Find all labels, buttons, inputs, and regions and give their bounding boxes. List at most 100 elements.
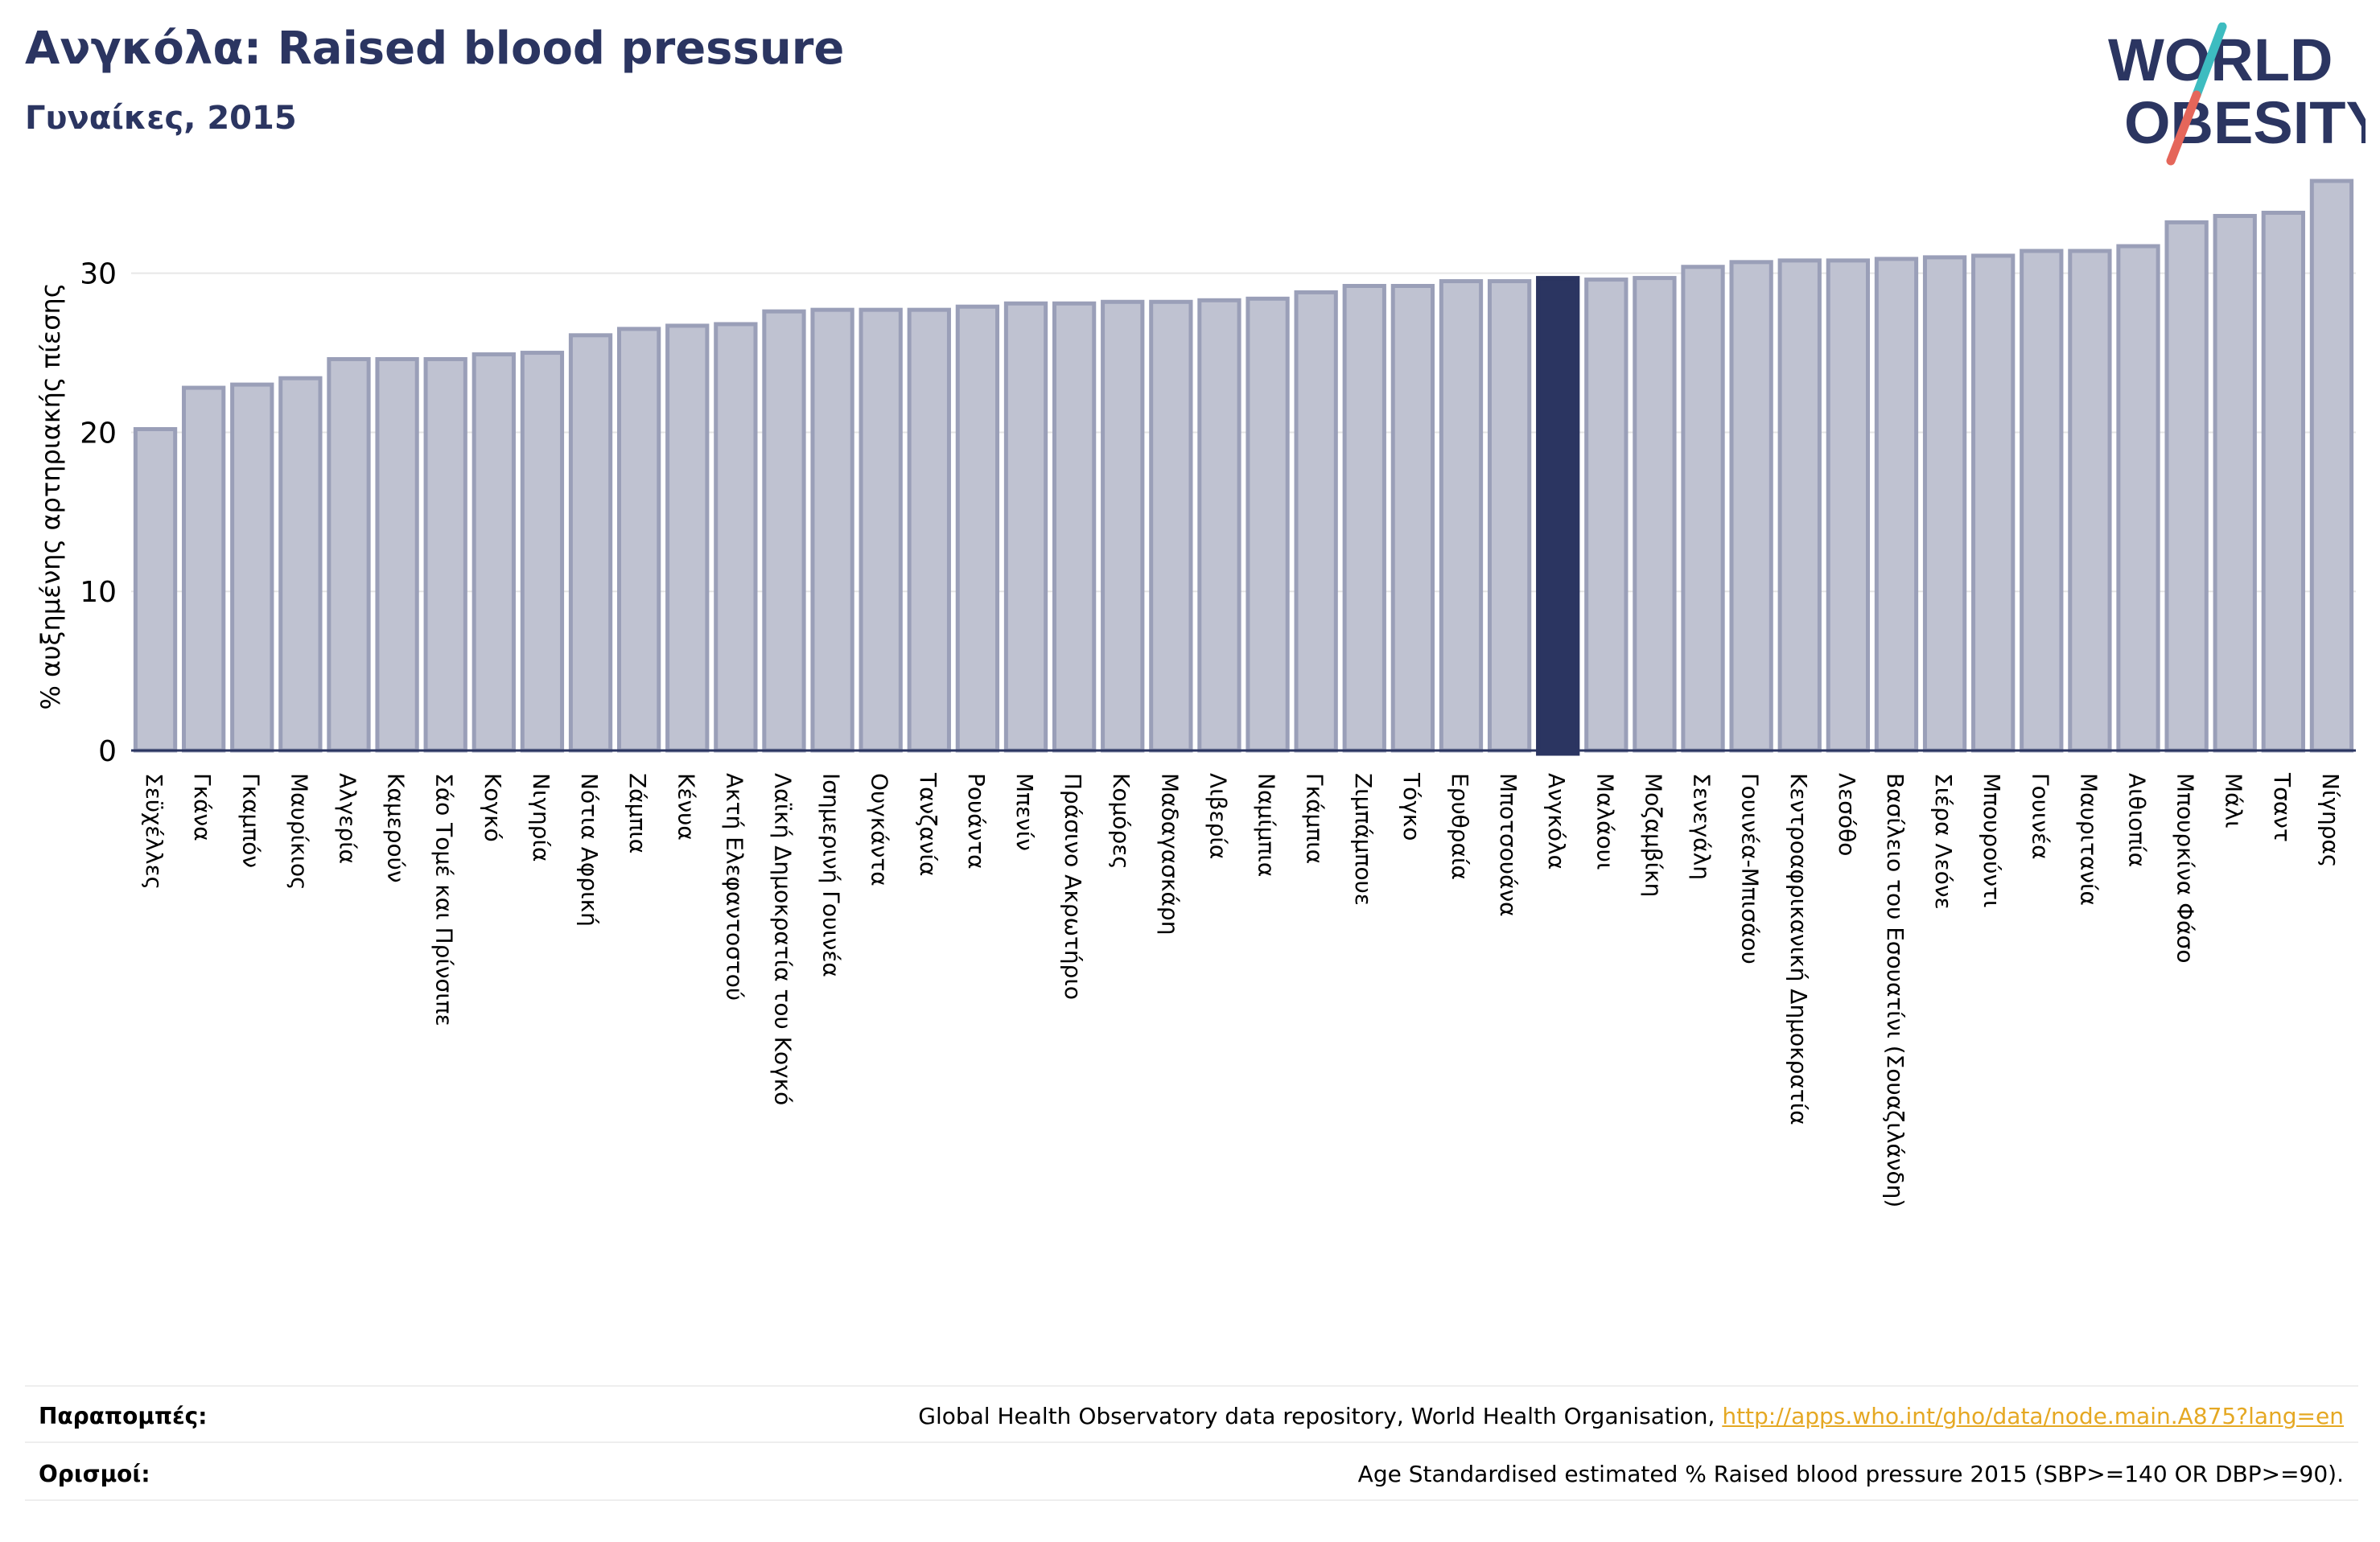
x-tick-label: Κογκό — [480, 773, 506, 842]
footer-divider-bottom — [25, 1499, 2358, 1501]
x-tick-label: Νίγηρας — [2317, 773, 2344, 867]
bar — [2164, 220, 2209, 753]
x-tick-label: Καμερούν — [383, 773, 410, 883]
references-link[interactable]: http://apps.who.int/gho/data/node.main.A… — [1722, 1403, 2344, 1429]
x-tick-label: Μαυρίκιος — [286, 773, 312, 890]
footer-divider-top — [25, 1385, 2358, 1387]
x-tick-label: Ζιμπάμπουε — [1350, 773, 1377, 906]
x-tick-label: Τσαντ — [2269, 772, 2296, 842]
x-tick-label: Αλγερία — [334, 773, 360, 864]
bar — [520, 351, 565, 753]
x-tick-label: Μαλάουι — [1591, 773, 1618, 870]
x-tick-label: Γκάνα — [189, 773, 216, 841]
x-tick-label: Κεντροαφρικανική Δημοκρατία — [1785, 773, 1812, 1125]
x-tick-label: Κομόρες — [1108, 773, 1134, 870]
references-label: Παραπομπές: — [39, 1403, 208, 1429]
y-tick-label: 30 — [80, 258, 117, 291]
y-tick-label: 10 — [80, 576, 117, 609]
bar — [1633, 276, 1677, 753]
bar — [230, 382, 274, 753]
bar — [568, 333, 613, 753]
x-tick-label: Μπουρκίνα Φάσο — [2172, 773, 2199, 963]
x-tick-label: Ουγκάντα — [867, 773, 893, 886]
x-tick-label: Μπενίν — [1011, 773, 1038, 851]
bar — [762, 309, 806, 753]
bar — [1777, 258, 1822, 753]
bar — [1003, 301, 1048, 753]
bar — [1826, 258, 1871, 753]
bar — [1052, 301, 1097, 753]
definitions-text: Age Standardised estimated % Raised bloo… — [1357, 1461, 2344, 1487]
x-tick-label: Ναμίμπια — [1254, 773, 1280, 877]
x-tick-label: Ακτή Ελεφαντοστού — [721, 773, 747, 1001]
bar — [1390, 283, 1435, 753]
y-tick-label: 20 — [80, 417, 117, 450]
bar — [859, 307, 903, 753]
bar — [1487, 279, 1532, 753]
bar — [423, 356, 467, 753]
bar — [616, 327, 661, 753]
x-tick-label: Νότια Αφρική — [576, 773, 603, 927]
x-tick-label: Νιγηρία — [528, 773, 554, 861]
chart-title: Ανγκόλα: Raised blood pressure — [25, 23, 845, 75]
x-tick-label: Μποτσουάνα — [1495, 773, 1521, 917]
x-tick-label: Γουινέα — [2027, 773, 2053, 860]
x-tick-label: Σεϋχέλλες — [141, 773, 167, 890]
x-tick-label: Σάο Τομέ και Πρίνσιπε — [431, 773, 458, 1026]
bar — [375, 356, 419, 753]
references-text: Global Health Observatory data repositor… — [918, 1403, 2344, 1429]
bar — [1294, 290, 1338, 753]
bar — [1584, 278, 1629, 753]
bar — [182, 385, 226, 753]
bar — [2068, 249, 2112, 753]
x-tick-label: Αιθιοπία — [2124, 773, 2151, 867]
footer-divider-middle — [25, 1441, 2358, 1443]
bar — [907, 307, 951, 753]
x-tick-label: Πράσινο Ακρωτήριο — [1060, 773, 1086, 1000]
x-tick-label: Μοζαμβίκη — [1640, 773, 1666, 897]
bar — [1681, 265, 1725, 753]
bar — [2309, 179, 2354, 753]
bar-highlight — [1536, 276, 1580, 756]
definitions-label: Ορισμοί: — [39, 1461, 150, 1487]
bar — [1246, 296, 1290, 753]
x-tick-label: Μπουρούντι — [1979, 773, 2005, 907]
x-tick-label: Ισημερινή Γουινέα — [818, 773, 845, 977]
x-tick-label: Λιβερία — [1204, 773, 1231, 859]
x-tick-label: Γουινέα-Μπισάου — [1737, 773, 1764, 964]
bar — [1971, 253, 2016, 753]
bar — [1922, 255, 1967, 753]
bar — [2020, 249, 2064, 753]
bar — [2261, 211, 2305, 753]
bar — [1197, 298, 1241, 753]
x-tick-label: Γκαμπόν — [237, 773, 264, 868]
bar — [1439, 279, 1484, 753]
bar — [810, 307, 854, 753]
x-tick-label: Τανζανία — [915, 772, 941, 876]
bar-chart: 0 10 20 30 % αυξημένης αρτηριακής πίεσης Σεϋχ… — [35, 179, 2356, 1207]
bar — [327, 356, 371, 753]
x-tick-label: Μαυριτανία — [2075, 773, 2102, 906]
bar — [1101, 299, 1145, 753]
x-tick-label: Κένυα — [673, 773, 699, 841]
x-tick-label: Γκάμπια — [1302, 773, 1328, 864]
x-tick-label: Σιέρα Λεόνε — [1930, 773, 1957, 910]
x-tick-label: Ζάμπια — [624, 773, 651, 853]
bar — [714, 322, 758, 753]
logo-slash-red — [2166, 90, 2201, 166]
bar — [1729, 260, 1773, 753]
x-tick-label: Σενεγάλη — [1689, 773, 1715, 880]
x-tick-label: Ανγκόλα — [1543, 773, 1570, 870]
bar — [2116, 244, 2160, 753]
chart-subtitle: Γυναίκες, 2015 — [25, 100, 297, 137]
bar — [955, 304, 1000, 753]
bar — [1149, 299, 1193, 753]
bar — [1342, 283, 1386, 753]
x-tick-label: Ερυθραία — [1447, 773, 1473, 880]
y-axis-label: % αυξημένης αρτηριακής πίεσης — [35, 282, 66, 709]
x-tick-label: Λεσόθο — [1834, 773, 1860, 856]
logo-line2: OBESITY — [2124, 89, 2366, 156]
references-source: Global Health Observatory data repositor… — [918, 1403, 1723, 1429]
bar — [278, 376, 323, 753]
x-tick-label: Λαϊκή Δημοκρατία του Κογκό — [769, 773, 796, 1105]
